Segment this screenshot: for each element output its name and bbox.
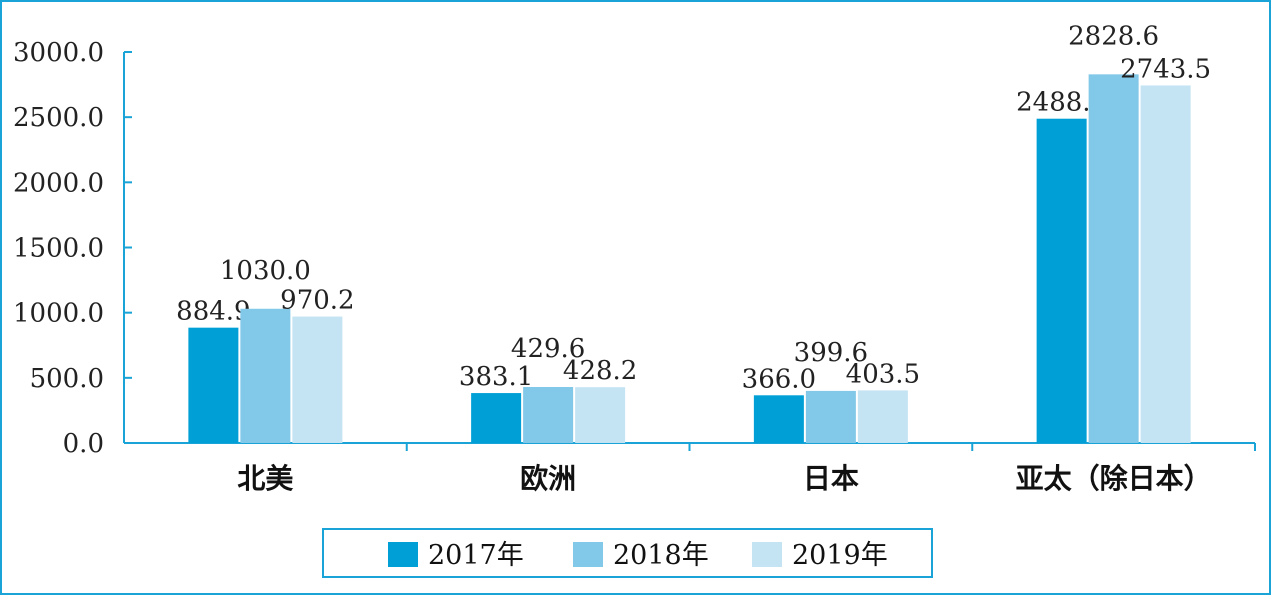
- bar: [857, 390, 908, 443]
- y-tick-label: 3000.0: [13, 38, 104, 68]
- y-tick-label: 2000.0: [13, 168, 104, 198]
- bar: [1036, 118, 1087, 444]
- y-tick-label: 1500.0: [13, 234, 104, 264]
- legend-label: 2017年: [428, 540, 524, 571]
- data-label: 383.1: [459, 362, 533, 392]
- y-tick-label: 1000.0: [13, 299, 104, 329]
- category-label: 亚太（除日本）: [1016, 462, 1212, 495]
- category-label: 北美: [237, 462, 293, 495]
- bar: [240, 308, 291, 443]
- y-tick-label: 500.0: [30, 364, 104, 394]
- legend-label: 2019年: [792, 540, 888, 571]
- bar: [575, 387, 626, 443]
- bar: [188, 327, 239, 443]
- category-label: 日本: [803, 462, 859, 495]
- bar: [471, 393, 522, 443]
- y-tick-label: 0.0: [63, 429, 104, 459]
- data-label: 399.6: [794, 338, 868, 368]
- data-label: 366.0: [742, 364, 816, 394]
- bar: [805, 390, 856, 443]
- data-label: 1030.0: [220, 256, 311, 286]
- bar: [753, 395, 804, 443]
- legend-box: [322, 528, 933, 578]
- bar: [1140, 85, 1191, 444]
- data-label: 884.9: [176, 297, 250, 327]
- bar: [292, 316, 343, 443]
- data-label: 970.2: [280, 286, 354, 316]
- data-label: 2828.6: [1068, 21, 1159, 51]
- y-tick-label: 2500.0: [13, 103, 104, 133]
- legend-swatch: [752, 542, 782, 567]
- legend-swatch: [388, 542, 418, 567]
- bar: [523, 387, 574, 443]
- legend-swatch: [573, 542, 603, 567]
- data-label: 429.6: [511, 334, 585, 364]
- category-label: 欧洲: [520, 462, 576, 495]
- bar: [1088, 74, 1139, 443]
- legend-label: 2018年: [613, 540, 709, 571]
- data-label: 2743.5: [1120, 54, 1211, 84]
- data-label: 428.2: [563, 356, 637, 386]
- data-label: 403.5: [846, 359, 920, 389]
